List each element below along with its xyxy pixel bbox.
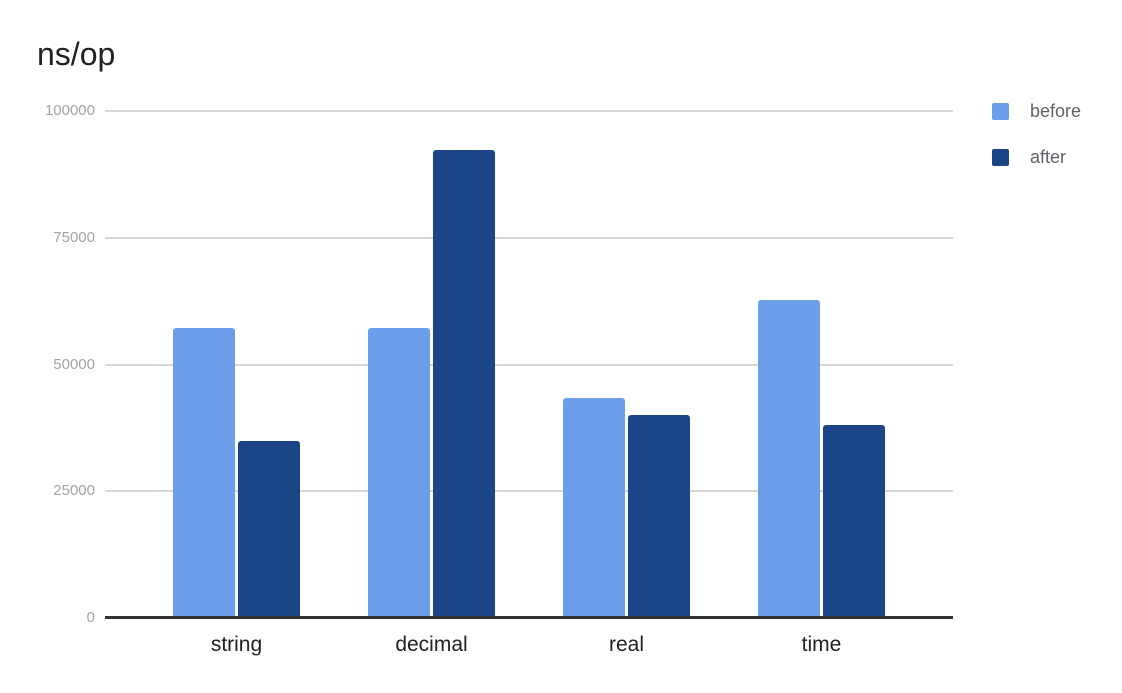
bar-after-string (238, 441, 300, 618)
bar-after-time (823, 425, 885, 618)
bar-before-string (173, 327, 235, 618)
bar-before-decimal (368, 327, 430, 618)
bar-group-time (758, 111, 885, 618)
legend-item-after: after (992, 148, 1081, 166)
gridline-25000 (105, 490, 953, 493)
chart-title: ns/op (37, 36, 116, 72)
x-axis-line (105, 616, 953, 619)
gridline-75000 (105, 236, 953, 239)
legend-swatch-after (992, 148, 1009, 166)
legend-label-after: after (1030, 147, 1067, 167)
bar-after-decimal (433, 150, 495, 618)
gridline-50000 (105, 363, 953, 366)
legend-label-before: before (1030, 101, 1082, 121)
gridline-100000 (105, 110, 953, 112)
bar-before-real (563, 398, 625, 618)
bar-group-real (563, 111, 690, 618)
y-tick-label-25000: 25000 (53, 482, 95, 500)
y-tick-label-100000: 100000 (44, 102, 95, 119)
plot-area (105, 110, 953, 619)
y-axis-labels: 0 25000 50000 75000 100000 (0, 103, 95, 626)
legend-item-before: before (992, 102, 1081, 120)
bar-group-decimal (368, 111, 495, 618)
bar-group-string (173, 111, 300, 618)
y-tick-label-75000: 75000 (53, 228, 95, 246)
bar-groups (105, 111, 953, 618)
bar-after-real (628, 415, 690, 618)
x-category-label-decimal: decimal (395, 633, 468, 656)
x-category-label-string: string (210, 633, 263, 656)
y-tick-label-50000: 50000 (53, 355, 95, 373)
y-tick-label-0: 0 (86, 609, 95, 626)
x-category-label-time: time (801, 633, 842, 656)
x-axis-labels: string decimal real time (105, 632, 953, 658)
legend: before after (992, 102, 1081, 194)
x-category-label-real: real (608, 633, 645, 656)
bar-before-time (758, 299, 820, 618)
legend-swatch-before (992, 102, 1009, 120)
